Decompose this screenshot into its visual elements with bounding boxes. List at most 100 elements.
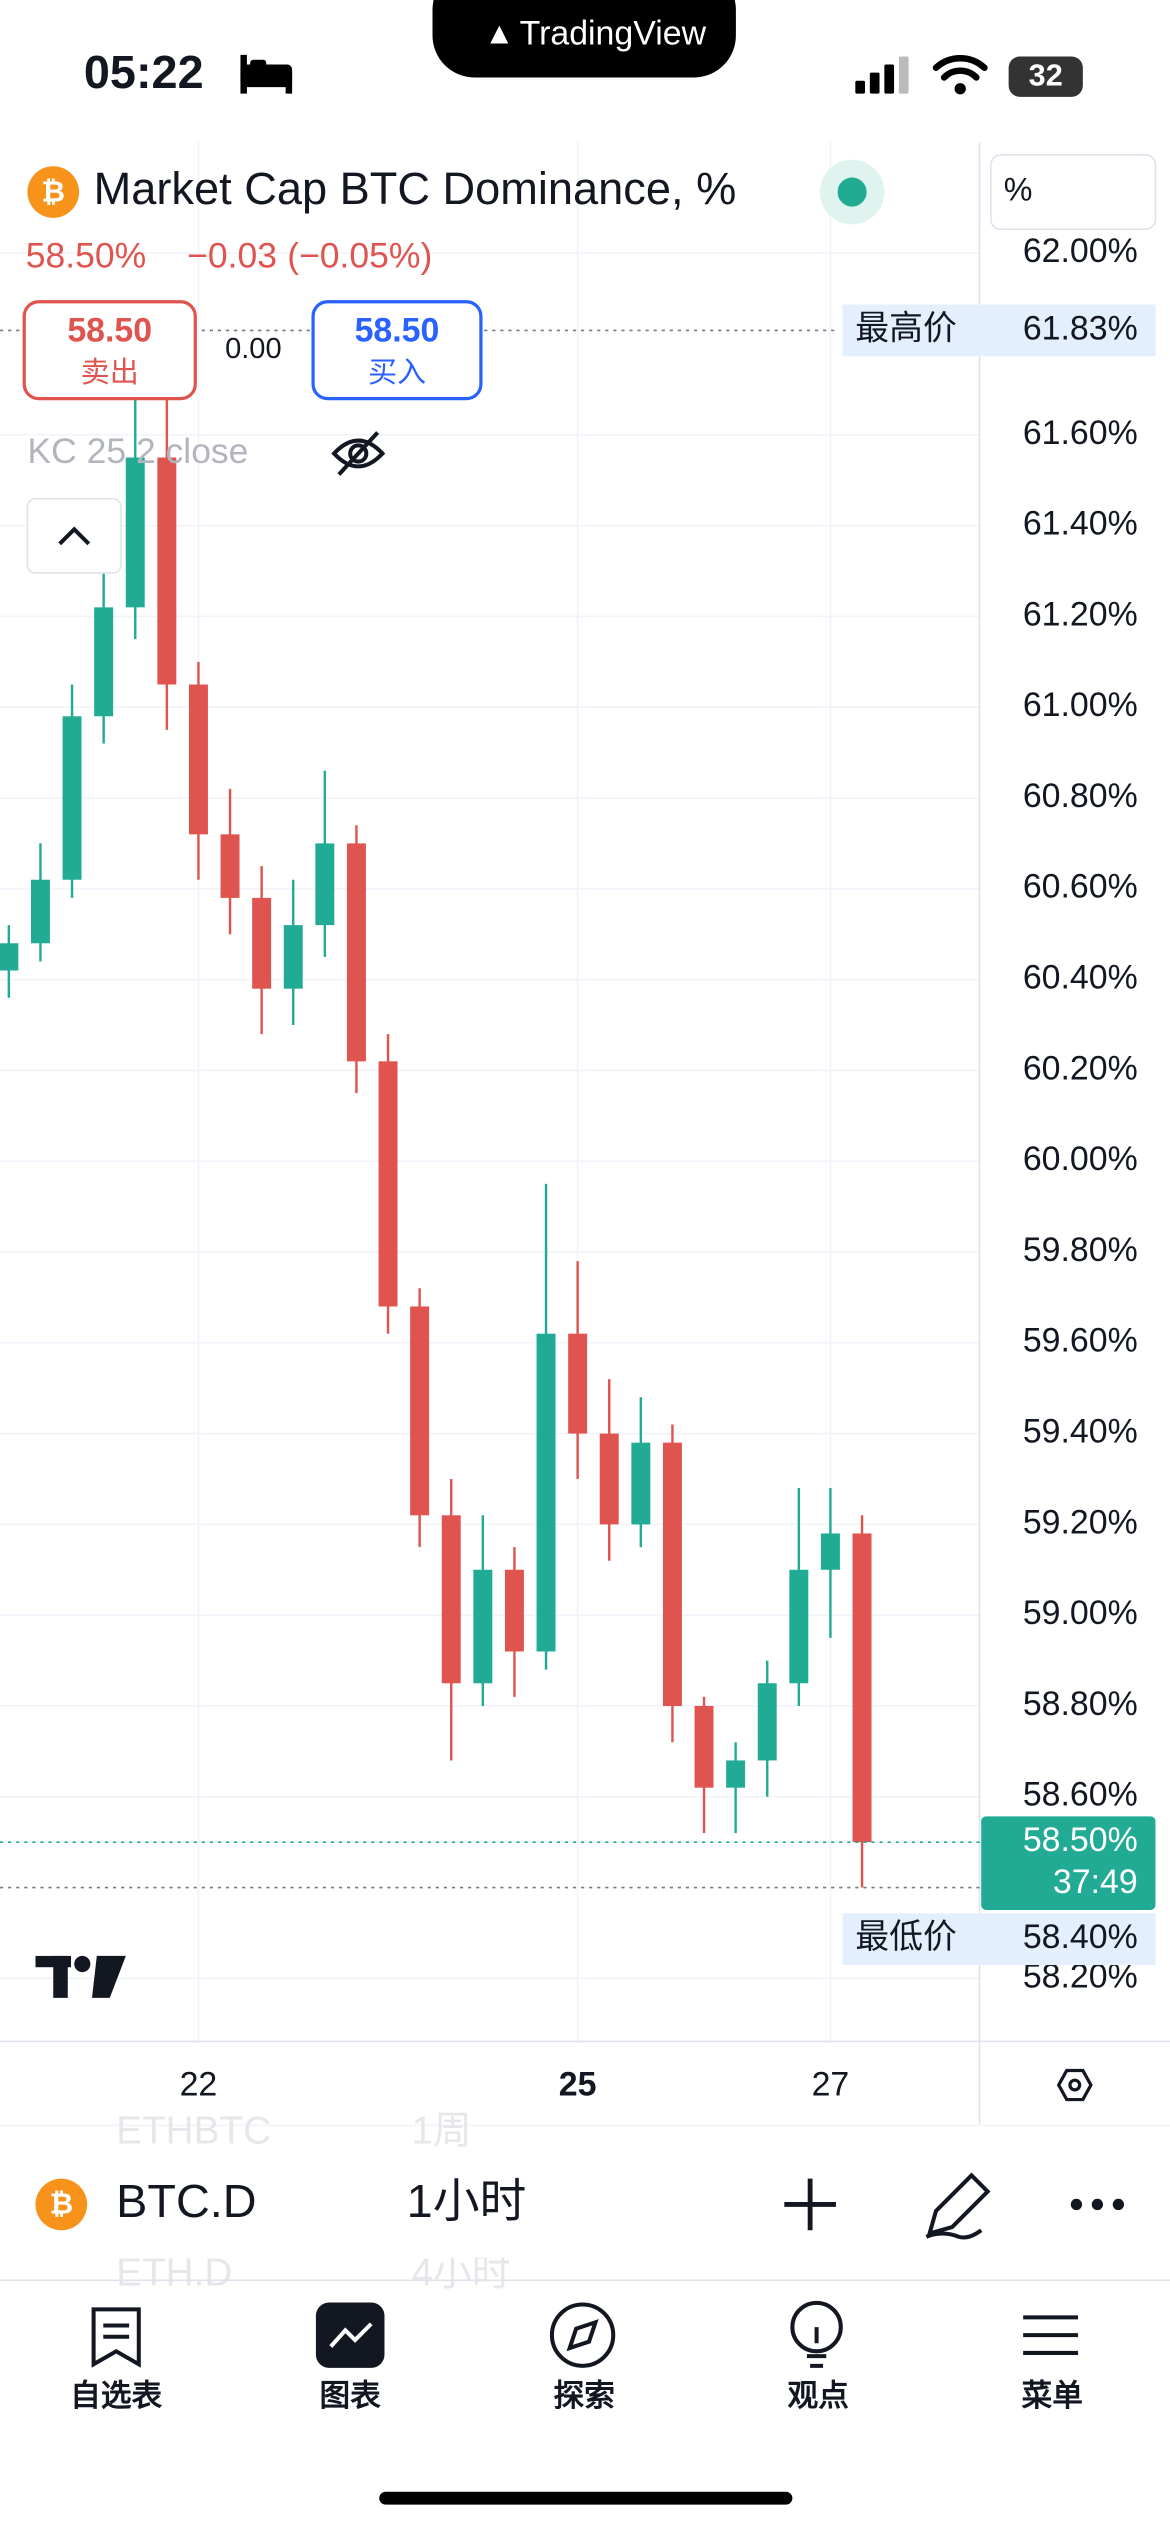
x-tick-label: 27 (812, 2066, 850, 2104)
sell-button[interactable] (22, 300, 197, 401)
candle-body (852, 1533, 872, 1843)
dynamic-island (432, 0, 736, 78)
tab-label[interactable]: 探索 (554, 2379, 615, 2413)
y-tick-label: 59.40% (1023, 1413, 1138, 1451)
toolbar-symbol[interactable]: BTC.D (116, 2175, 256, 2227)
sell-label: 卖出 (81, 356, 139, 389)
candle-body (410, 1306, 430, 1516)
y-tick-label: 61.40% (1023, 505, 1138, 543)
island-brand: TradingView (520, 14, 707, 52)
plot-area (0, 142, 980, 2042)
buy-label: 买入 (368, 357, 426, 389)
candle-body (157, 457, 177, 685)
y-tick-label: 61.00% (1023, 686, 1138, 724)
candle-body (220, 834, 240, 898)
ghost-symbol-above: ETHBTC (116, 2110, 271, 2153)
btc-icon (27, 166, 80, 218)
market-status[interactable] (837, 177, 867, 207)
y-tick-label: 59.00% (1023, 1594, 1138, 1632)
candle-body (631, 1442, 651, 1525)
clock: 05:22 (84, 46, 204, 98)
change-pct: (−0.05%) (287, 236, 432, 276)
y-tick-label: 60.40% (1023, 959, 1138, 997)
candle-body (0, 943, 19, 971)
battery (1008, 56, 1083, 97)
candle-body (504, 1569, 524, 1652)
candle-body (599, 1433, 619, 1525)
candle-body (252, 897, 272, 989)
last-value: 58.50% (1023, 1821, 1138, 1859)
home-indicator (379, 2491, 793, 2505)
tab-label[interactable]: 观点 (788, 2379, 849, 2413)
y-tick-label: 58.60% (1023, 1776, 1138, 1814)
tab-label[interactable]: 菜单 (1022, 2379, 1083, 2413)
high-label: 最高价 (855, 309, 957, 347)
tab-bar: 自选表 图表 探索 观点 菜单 (70, 2379, 1083, 2413)
y-tick-label: 60.00% (1023, 1140, 1138, 1178)
overlay: 62.00% 61.60% 61.40% 61.20% 61.00% 60.80% 60.6… (0, 232, 1156, 2104)
y-tick-label: 62.00% (1023, 232, 1138, 270)
island-logo: ▲ (484, 17, 514, 51)
y-tick-label: 60.80% (1023, 777, 1138, 815)
battery-level: 32 (1029, 59, 1063, 93)
candle-body (568, 1333, 588, 1434)
hide-indicator[interactable] (331, 431, 386, 476)
scale-unit: % (1004, 172, 1033, 208)
y-tick-label: 61.20% (1023, 595, 1138, 633)
candle-body (536, 1333, 556, 1652)
tv-watermark (35, 1955, 126, 1998)
buy-button[interactable] (311, 300, 483, 401)
low-value: 58.40% (1023, 1918, 1138, 1956)
tab-label[interactable]: 自选表 (70, 2379, 162, 2413)
toolbar-btc-glyph: ₿ (49, 2189, 73, 2221)
y-tick-label: 59.60% (1023, 1322, 1138, 1360)
symbol-title[interactable]: Market Cap BTC Dominance, % (94, 163, 737, 214)
candle-body (125, 457, 145, 608)
last-price: 58.50% (26, 236, 146, 276)
signal (855, 56, 909, 94)
tab-icons (91, 2300, 1079, 2368)
low-label: 最低价 (855, 1918, 957, 1956)
toolbar-interval[interactable]: 1小时 (407, 2175, 527, 2227)
high-label-bg (842, 304, 1156, 357)
last-badge (981, 1816, 1156, 1910)
buy-price: 58.50 (355, 311, 440, 349)
candle-body (283, 925, 303, 989)
add-button[interactable] (784, 2178, 836, 2231)
ghost-interval-below: 4小时 (412, 2252, 511, 2295)
collapse-button[interactable] (26, 497, 122, 574)
low-label-bg (842, 1913, 1156, 1966)
spread: 0.00 (225, 333, 282, 365)
candle-body (473, 1569, 493, 1684)
y-tick-label: 59.80% (1023, 1231, 1138, 1269)
ghost-interval-above: 1周 (412, 2110, 472, 2153)
tab-label[interactable]: 图表 (320, 2379, 382, 2413)
toolbar-btc-icon (35, 2178, 88, 2231)
candle-body (726, 1760, 746, 1788)
settings-icon[interactable] (1056, 2068, 1093, 2102)
chevron-up (58, 526, 91, 546)
more-button[interactable] (1070, 2198, 1125, 2211)
y-tick-label: 60.20% (1023, 1049, 1138, 1087)
btc-glyph: ₿ (41, 176, 65, 208)
y-tick-label: 58.80% (1023, 1685, 1138, 1723)
candle-body (62, 716, 82, 880)
x-tick-label: 25 (559, 2066, 597, 2104)
candle-body (378, 1061, 398, 1307)
wifi (932, 55, 988, 81)
candle-body (30, 879, 50, 944)
draw-button[interactable] (925, 2172, 991, 2240)
candle-body (441, 1515, 461, 1684)
y-tick-label: 60.60% (1023, 868, 1138, 906)
candle-body (662, 1442, 682, 1706)
x-tick-label: 22 (180, 2066, 218, 2104)
candle-body (694, 1705, 714, 1788)
y-tick-label: 61.60% (1023, 414, 1138, 452)
candle-body (315, 843, 335, 926)
sleep-icon (240, 54, 293, 94)
scale-unit-box[interactable] (990, 154, 1157, 230)
change: −0.03 (187, 236, 277, 276)
